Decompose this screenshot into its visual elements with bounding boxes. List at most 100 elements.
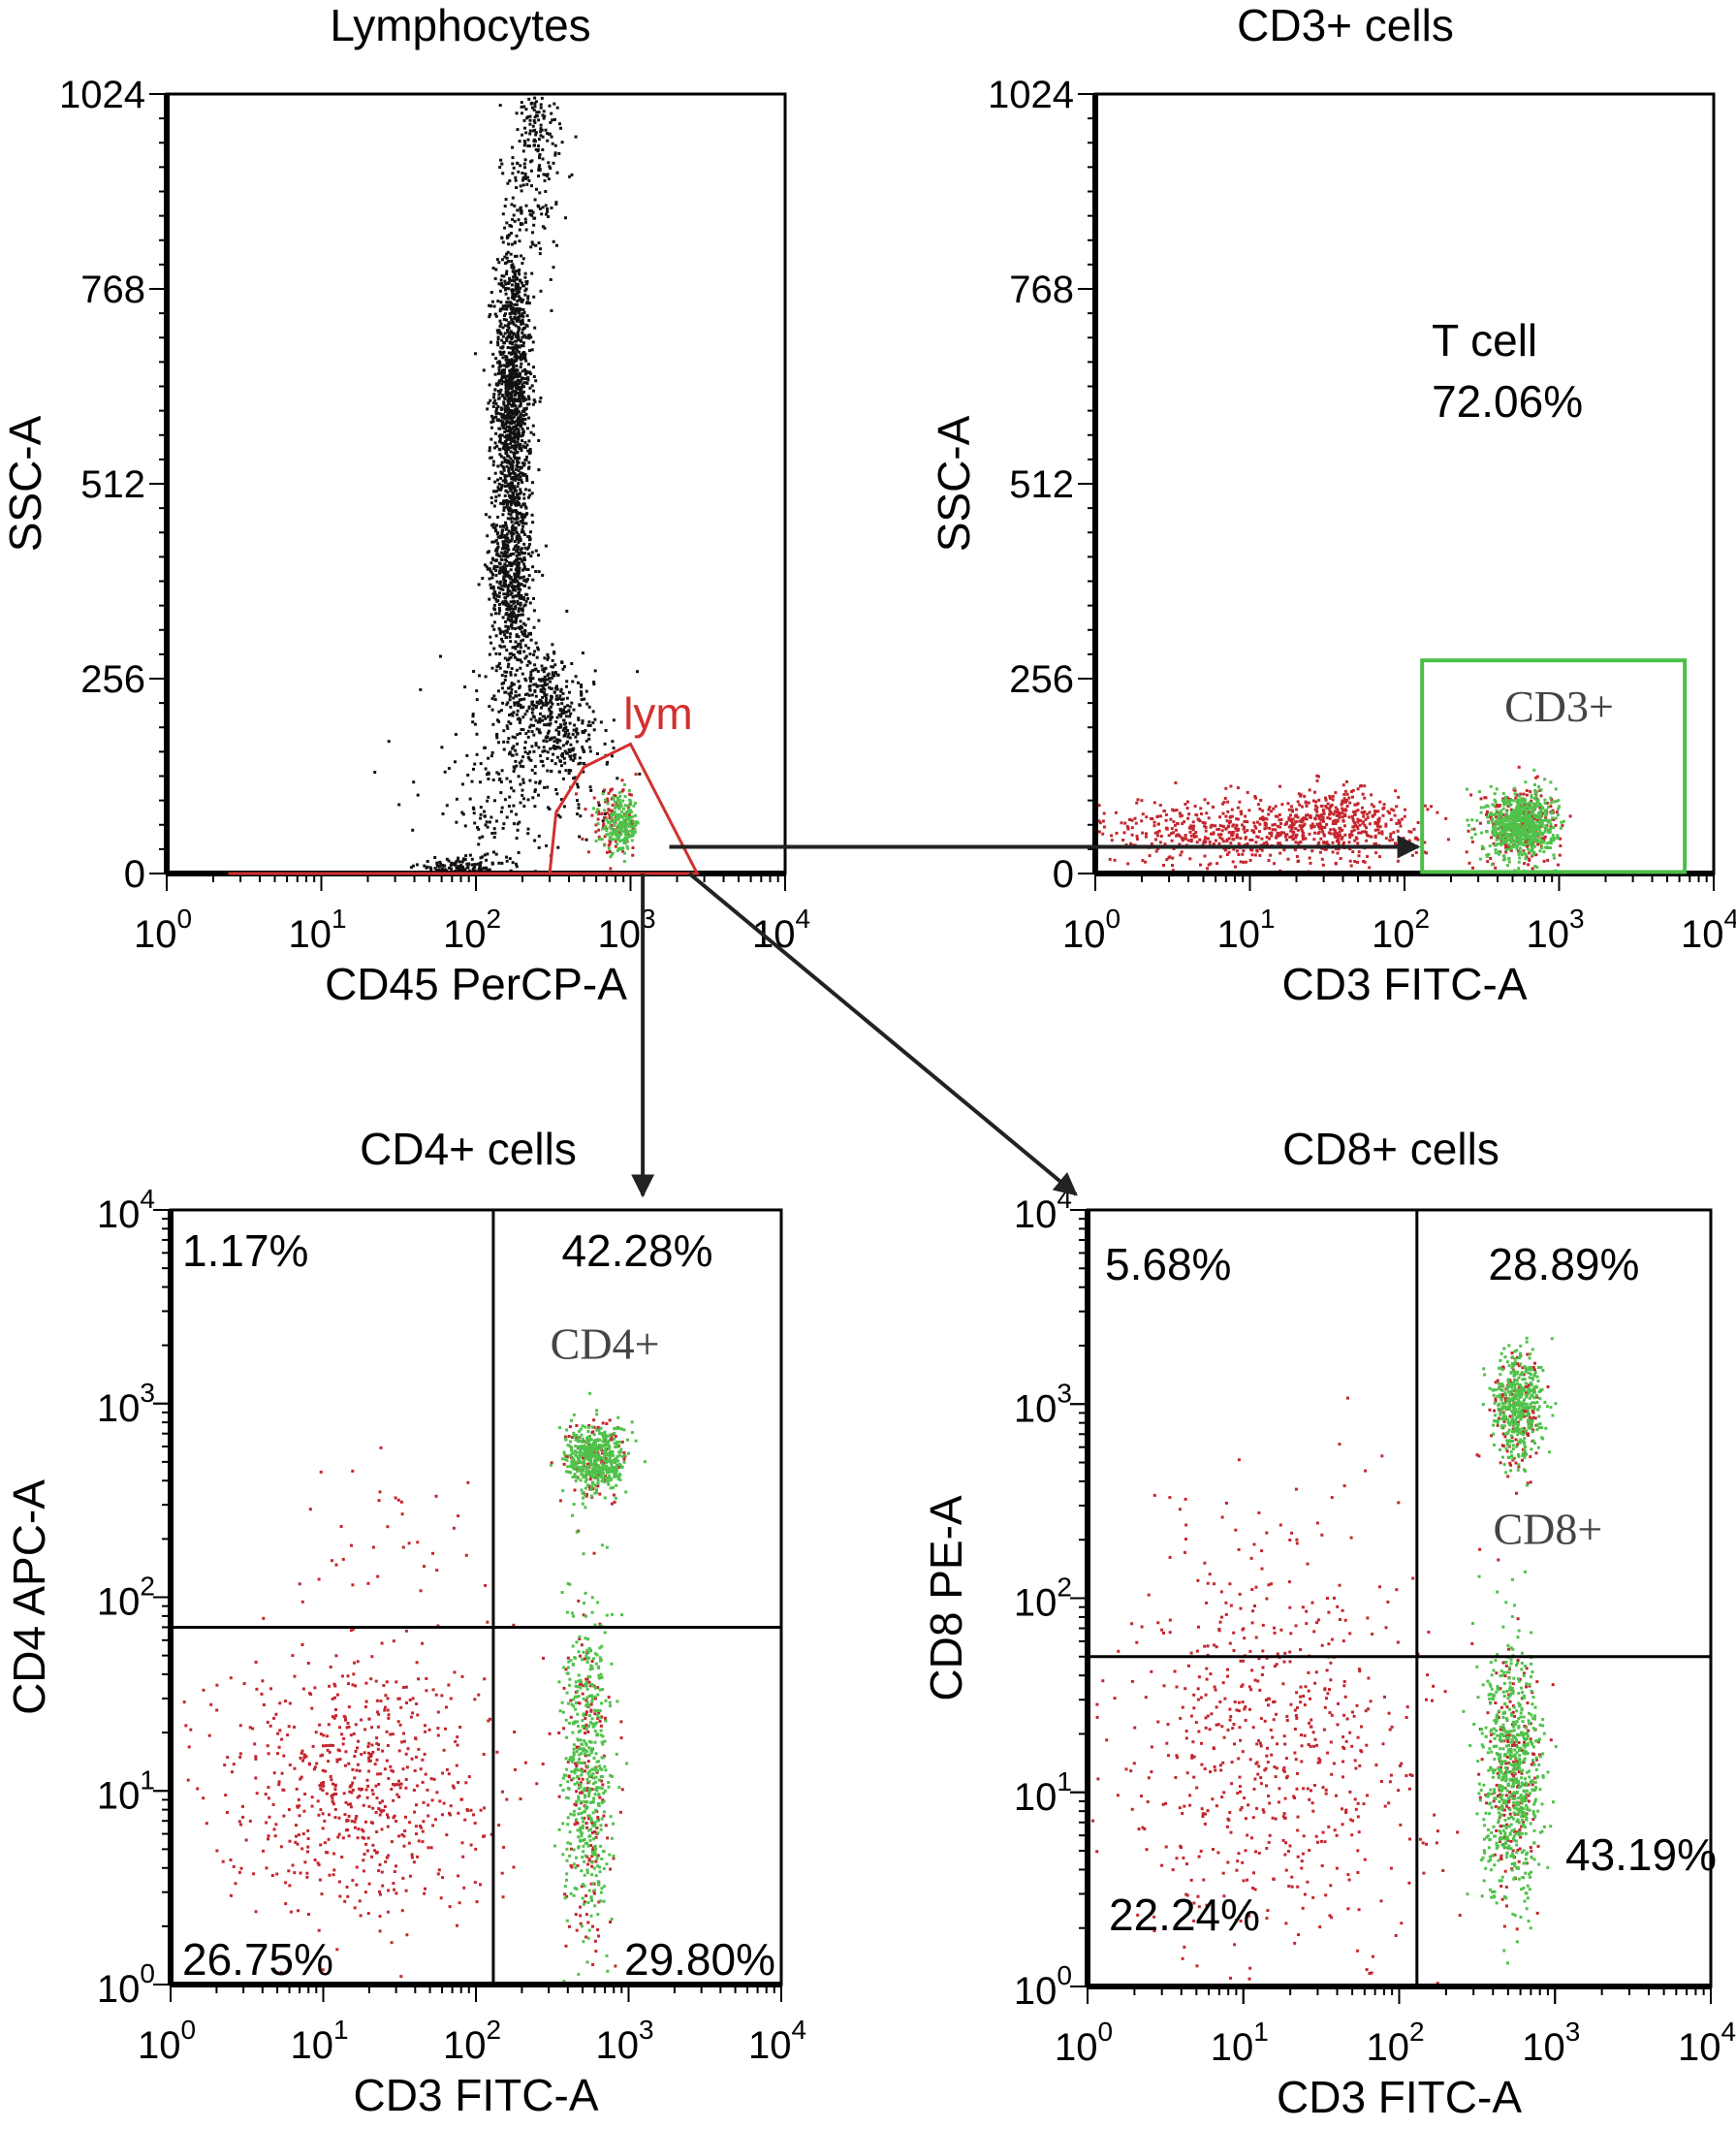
event-dot (1290, 818, 1293, 822)
event-dot (584, 689, 588, 693)
event-dot (1537, 785, 1540, 789)
event-dot (526, 449, 530, 453)
event-dot (1362, 814, 1366, 818)
event-dot (504, 603, 508, 607)
event-dot (522, 493, 526, 496)
event-dot (457, 865, 460, 869)
event-dot (535, 727, 539, 731)
event-dot (1319, 818, 1323, 822)
event-dot (503, 566, 507, 570)
event-dot (495, 734, 499, 738)
event-dot (511, 594, 515, 598)
event-dot (509, 489, 513, 493)
event-dot (1246, 829, 1249, 833)
event-dot (1218, 836, 1222, 840)
event-dot (621, 849, 625, 853)
event-dot (559, 715, 563, 718)
event-dot (1508, 839, 1512, 842)
event-dot (513, 411, 517, 415)
event-dot (498, 319, 502, 323)
event-dot (516, 290, 520, 294)
event-dot (518, 465, 521, 469)
event-dot (1255, 848, 1259, 852)
event-dot (1195, 841, 1199, 844)
event-dot (503, 458, 507, 461)
event-dot (578, 835, 582, 839)
event-dot (489, 456, 492, 460)
event-dot (561, 777, 565, 780)
event-dot (523, 579, 527, 583)
event-dot (512, 399, 516, 403)
event-dot (509, 640, 513, 644)
event-dot (519, 402, 522, 406)
event-dot (1529, 790, 1532, 794)
event-dot (574, 675, 578, 679)
event-dot (508, 380, 512, 384)
event-dot (1189, 834, 1193, 838)
event-dot (554, 201, 558, 205)
event-dot (1503, 799, 1507, 802)
event-dot (491, 573, 494, 577)
event-dot (503, 633, 507, 637)
event-dot (1300, 820, 1304, 824)
event-dot (558, 723, 562, 727)
event-dot (537, 175, 540, 178)
event-dot (519, 380, 522, 384)
event-dot (494, 499, 498, 503)
event-dot (1286, 802, 1290, 806)
event-dot (1248, 858, 1252, 862)
event-dot (513, 572, 517, 576)
event-dot (1548, 819, 1552, 823)
event-dot (1524, 829, 1528, 833)
event-dot (492, 304, 496, 308)
event-dot (1224, 786, 1228, 790)
event-dot (1301, 838, 1305, 842)
event-dot (1538, 820, 1542, 823)
event-dot (506, 517, 510, 521)
event-dot (521, 262, 524, 265)
event-dot (512, 548, 516, 552)
event-dot (1514, 796, 1518, 800)
event-dot (1495, 787, 1499, 791)
event-dot (1505, 832, 1509, 836)
event-dot (498, 391, 502, 395)
event-dot (560, 661, 564, 664)
event-dot (617, 807, 621, 810)
event-dot (510, 410, 514, 414)
event-dot (1163, 842, 1167, 846)
event-dot (631, 829, 635, 833)
event-dot (563, 761, 567, 765)
event-dot (545, 843, 549, 847)
event-dot (1229, 784, 1233, 788)
event-dot (520, 505, 523, 509)
event-dot (1256, 803, 1260, 807)
event-dot (629, 793, 633, 797)
event-dot (521, 331, 524, 334)
event-dot (592, 681, 596, 683)
event-dot (520, 105, 523, 109)
event-dot (1289, 813, 1292, 817)
event-dot (500, 461, 504, 464)
event-dot (489, 340, 492, 344)
event-dot (540, 212, 544, 216)
event-dot (523, 558, 526, 561)
event-dot (556, 845, 560, 849)
event-dot (512, 804, 516, 808)
event-dot (517, 457, 521, 461)
event-dot (1215, 862, 1219, 866)
event-dot (1491, 863, 1494, 867)
event-dot (580, 690, 583, 694)
event-dot (488, 567, 491, 571)
event-dot (1554, 800, 1558, 804)
event-dot (548, 709, 552, 713)
event-dot (515, 347, 519, 351)
event-dot (588, 723, 592, 727)
event-dot (509, 705, 513, 709)
event-dot (519, 588, 522, 591)
event-dot (527, 693, 531, 697)
event-dot (1361, 806, 1364, 810)
event-dot (577, 762, 581, 766)
event-dot (514, 521, 518, 524)
event-dot (498, 535, 502, 539)
event-dot (529, 335, 533, 339)
